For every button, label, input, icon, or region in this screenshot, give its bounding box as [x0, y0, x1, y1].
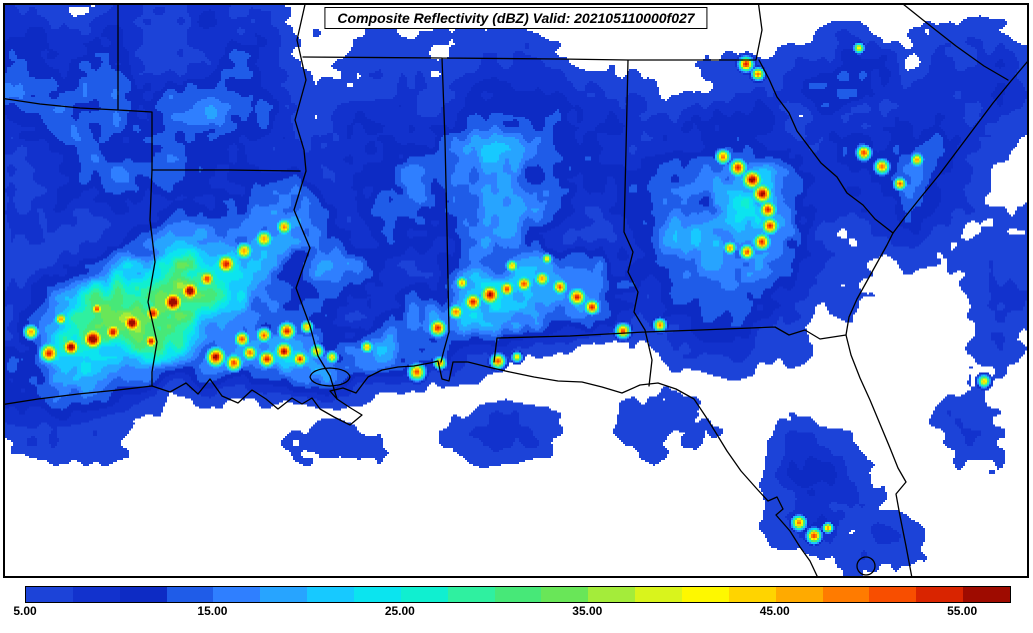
colorbar: [25, 586, 1011, 603]
colorbar-segment: [916, 587, 964, 602]
colorbar-tick-label: 15.00: [197, 604, 228, 618]
colorbar-segment: [119, 587, 167, 602]
colorbar-segment: [307, 587, 355, 602]
colorbar-segment: [775, 587, 823, 602]
colorbar-segment: [166, 587, 214, 602]
colorbar-segment: [541, 587, 589, 602]
reflectivity-field: [5, 5, 1027, 576]
colorbar-segment: [869, 587, 917, 602]
colorbar-tick-label: 25.00: [384, 604, 415, 618]
colorbar-segment: [260, 587, 308, 602]
plot-title: Composite Reflectivity (dBZ) Valid: 2021…: [324, 7, 708, 29]
colorbar-segment: [728, 587, 776, 602]
colorbar-segment: [400, 587, 448, 602]
colorbar-segment: [354, 587, 401, 602]
colorbar-tick-label: 55.00: [947, 604, 978, 618]
colorbar-segment: [635, 587, 683, 602]
colorbar-tick-label: 5.00: [13, 604, 37, 618]
colorbar-segment: [682, 587, 729, 602]
colorbar-segment: [213, 587, 261, 602]
colorbar-segment: [822, 587, 870, 602]
colorbar-tick-label: 35.00: [572, 604, 603, 618]
colorbar-tick-label: 45.00: [759, 604, 790, 618]
colorbar-segment: [494, 587, 542, 602]
colorbar-segment: [72, 587, 120, 602]
colorbar-segment: [963, 587, 1011, 602]
colorbar-ticks: 5.00 15.00 25.00 35.00 45.00 55.00: [0, 604, 1033, 622]
colorbar-segment: [26, 587, 73, 602]
colorbar-segment: [588, 587, 636, 602]
map-frame: Composite Reflectivity (dBZ) Valid: 2021…: [3, 3, 1029, 578]
colorbar-segment: [447, 587, 495, 602]
